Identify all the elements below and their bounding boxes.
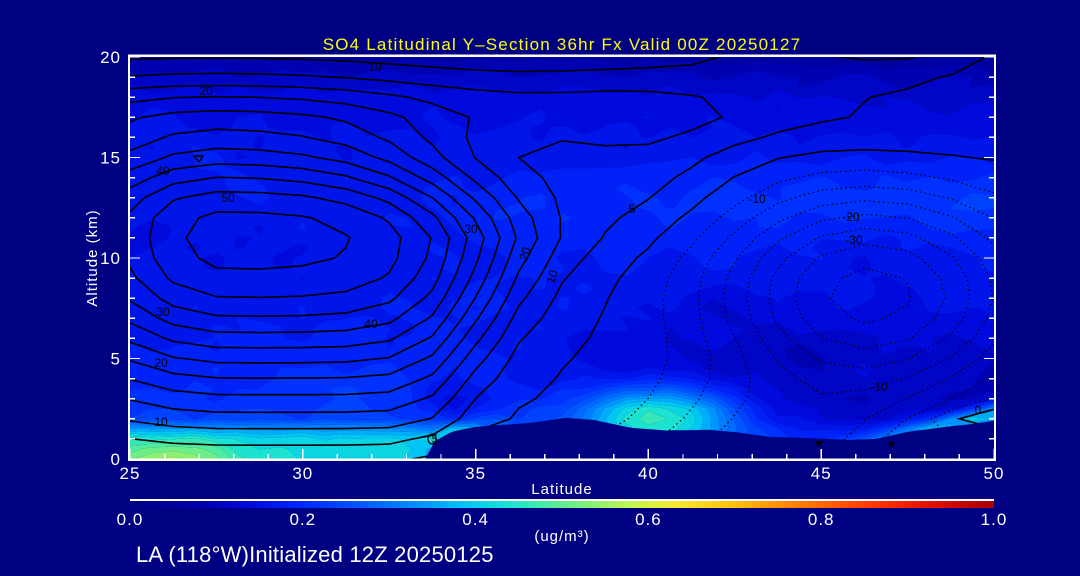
svg-text:-10: -10	[870, 380, 888, 394]
svg-text:5: 5	[629, 202, 636, 216]
svg-text:10: 10	[100, 249, 121, 268]
svg-text:LA (118°W)Initialized 12Z 2025: LA (118°W)Initialized 12Z 20250125	[136, 542, 494, 567]
svg-text:15: 15	[100, 149, 121, 168]
svg-text:SO4 Latitudinal Y–Section 36hr: SO4 Latitudinal Y–Section 36hr Fx Valid …	[323, 35, 802, 54]
svg-text:0.4: 0.4	[462, 510, 489, 529]
svg-text:30: 30	[292, 464, 313, 483]
svg-text:0.2: 0.2	[289, 510, 316, 529]
svg-text:45: 45	[811, 464, 832, 483]
svg-text:-10: -10	[748, 192, 766, 206]
svg-text:0.0: 0.0	[117, 510, 144, 529]
svg-text:40: 40	[364, 317, 378, 331]
svg-text:50: 50	[984, 464, 1005, 483]
svg-text:0.8: 0.8	[808, 510, 835, 529]
svg-text:30: 30	[156, 305, 170, 319]
svg-text:5: 5	[432, 432, 439, 446]
svg-text:0: 0	[111, 450, 121, 469]
svg-text:20: 20	[516, 245, 534, 262]
svg-text:-20: -20	[842, 210, 860, 224]
svg-text:40: 40	[156, 164, 170, 178]
svg-text:0.6: 0.6	[635, 510, 662, 529]
svg-text:20: 20	[154, 356, 168, 370]
svg-text:35: 35	[465, 464, 486, 483]
svg-text:(ug/m³): (ug/m³)	[534, 528, 589, 545]
svg-text:40: 40	[638, 464, 659, 483]
svg-text:Altitude (km): Altitude (km)	[84, 209, 101, 306]
svg-text:20: 20	[199, 84, 213, 98]
svg-text:10: 10	[543, 268, 561, 285]
svg-text:0: 0	[975, 403, 982, 417]
svg-text:50: 50	[221, 191, 235, 205]
svg-text:20: 20	[100, 48, 121, 67]
svg-text:5: 5	[111, 350, 121, 369]
svg-text:30: 30	[464, 222, 478, 236]
svg-text:1.0: 1.0	[981, 510, 1008, 529]
svg-text:-30: -30	[845, 233, 863, 247]
svg-text:10: 10	[154, 415, 168, 429]
svg-text:Latitude: Latitude	[531, 481, 592, 498]
svg-text:25: 25	[120, 464, 141, 483]
svg-text:10: 10	[368, 60, 382, 74]
